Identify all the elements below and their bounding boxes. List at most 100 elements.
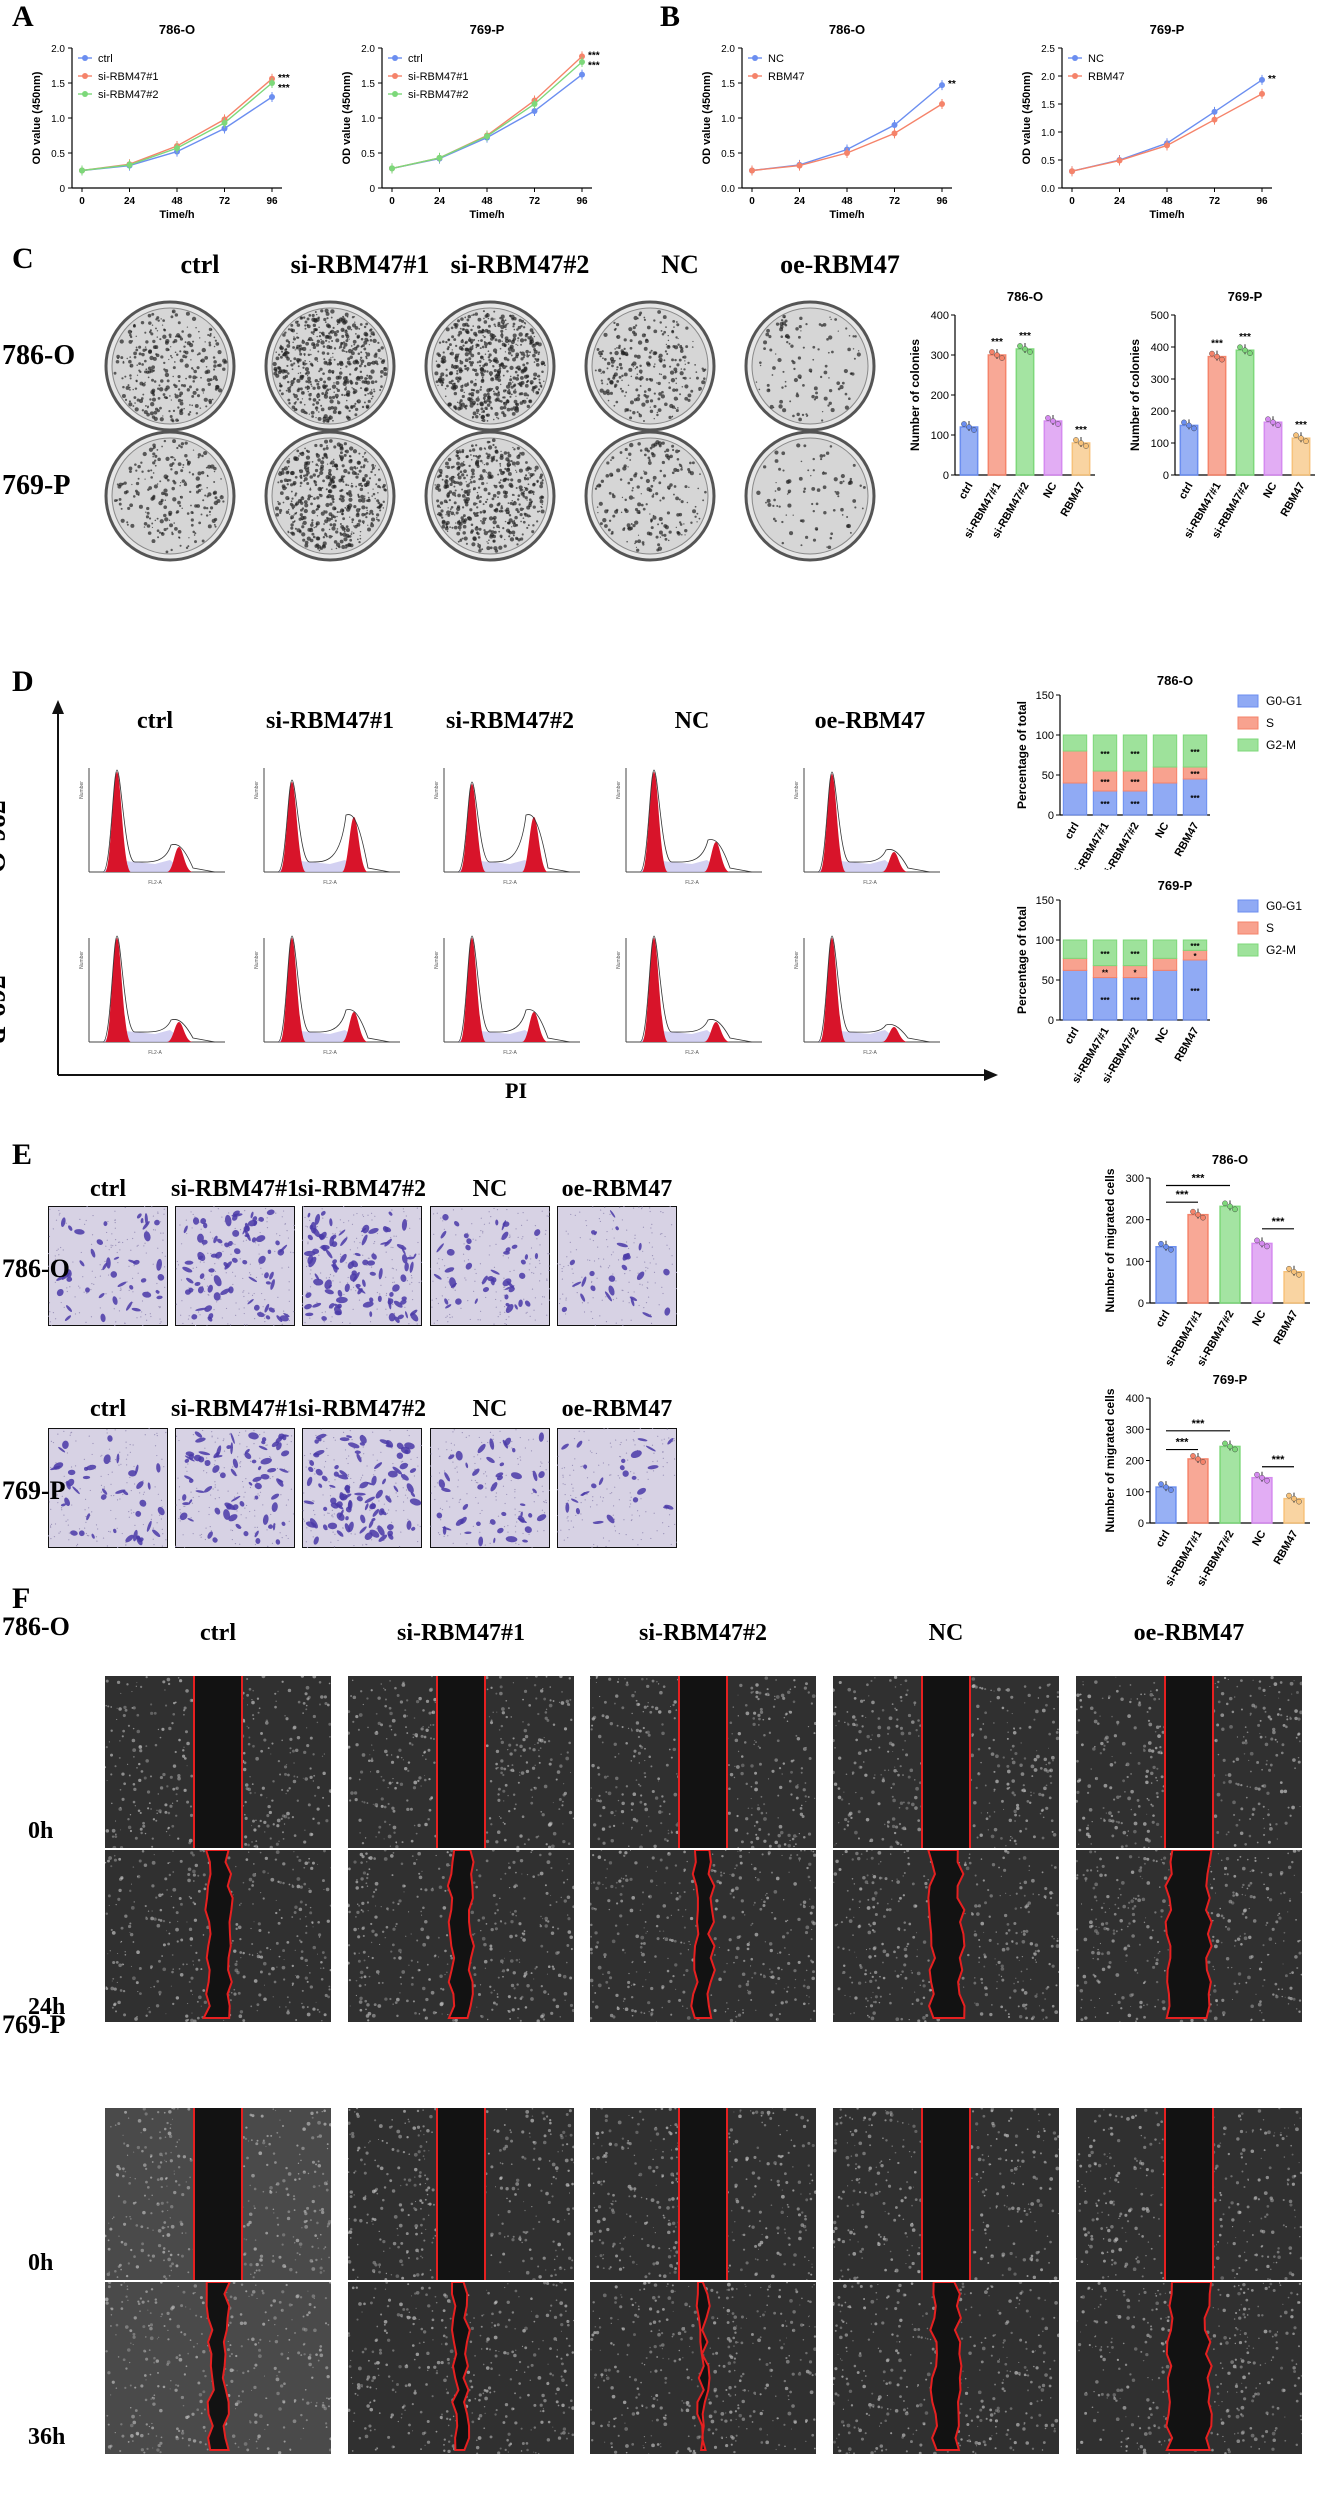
data-point bbox=[1259, 76, 1265, 83]
time-label-786-24h: 24h bbox=[28, 1994, 66, 2020]
wound-image-786-0h-0 bbox=[105, 1676, 331, 1848]
replicate-dot bbox=[1259, 1474, 1265, 1481]
x-tick-label: NC bbox=[1153, 820, 1171, 840]
colony-dish-c-786o-0 bbox=[104, 300, 236, 432]
replicate-dot bbox=[1073, 437, 1079, 443]
replicate-dot bbox=[1286, 1265, 1292, 1272]
wound-image-786-0h-1 bbox=[348, 1676, 574, 1848]
legend-label: RBM47 bbox=[1088, 71, 1125, 83]
x-tick-label: RBM47 bbox=[1279, 481, 1308, 519]
row-label-d-769p: 769-P bbox=[0, 975, 10, 1044]
column-head-f-3: NC bbox=[928, 1620, 964, 1646]
y-tick-label: 100 bbox=[1126, 1487, 1144, 1499]
column-head-e-769p-0: ctrl bbox=[90, 1396, 126, 1422]
significance-stars: *** bbox=[1130, 996, 1140, 1005]
replicate-dot bbox=[1259, 1240, 1265, 1247]
transwell-image-786o-4 bbox=[557, 1206, 677, 1326]
legend-label: NC bbox=[1088, 53, 1104, 65]
replicate-dot bbox=[1022, 346, 1028, 352]
chart-c-769p: 769-P 0 100 200 300 400 500 Number of colonies c… bbox=[1128, 289, 1315, 541]
column-head-e-769p-3: NC bbox=[472, 1396, 508, 1422]
legend-label: ctrl bbox=[408, 53, 423, 65]
replicate-dot bbox=[1050, 418, 1056, 424]
x-tick-label: 0 bbox=[79, 196, 85, 207]
wound-image-769-0h-3 bbox=[833, 2108, 1059, 2280]
colony-dish-c-769p-3 bbox=[584, 430, 716, 562]
y-tick-label: 0.0 bbox=[1041, 184, 1055, 195]
y-tick-label: 150 bbox=[1036, 895, 1054, 907]
row-label-e-786o: 786-O bbox=[2, 1254, 70, 1283]
x-axis-label: Time/h bbox=[1149, 209, 1185, 221]
significance-stars: *** bbox=[278, 83, 290, 94]
column-head-e-786o-2: si-RBM47#2 bbox=[298, 1176, 426, 1202]
data-point bbox=[1069, 168, 1075, 175]
significance-stars: *** bbox=[1190, 987, 1200, 996]
x-tick-label: RBM47 bbox=[1272, 1529, 1301, 1567]
panel-label-f: F bbox=[12, 1582, 31, 1615]
y-tick-label: 50 bbox=[1042, 975, 1054, 987]
transwell-image-786o-1 bbox=[175, 1206, 295, 1326]
time-label-769-36h: 36h bbox=[28, 2424, 66, 2450]
stack-segment bbox=[1152, 782, 1178, 816]
bar-3 bbox=[1043, 420, 1063, 476]
y-tick-label: 100 bbox=[1151, 438, 1169, 450]
bar-2 bbox=[1015, 348, 1035, 476]
data-point bbox=[579, 71, 585, 78]
y-tick-label: 0.5 bbox=[1041, 156, 1055, 167]
x-tick-label: 24 bbox=[794, 196, 806, 207]
x-tick-label: NC bbox=[1153, 1025, 1171, 1045]
flow-histogram-786o-2: Number FL2-A bbox=[434, 768, 580, 886]
transwell-image-769p-2 bbox=[302, 1428, 422, 1548]
replicate-dot bbox=[961, 421, 967, 427]
significance-stars: *** bbox=[1100, 996, 1110, 1005]
significance-stars: *** bbox=[1190, 770, 1200, 779]
y-axis-label: OD value (450nm) bbox=[31, 71, 43, 164]
replicate-dot bbox=[1237, 344, 1243, 350]
y-tick-label: 2.5 bbox=[1041, 44, 1055, 55]
stack-segment bbox=[1152, 734, 1178, 768]
y-tick-label: 0.5 bbox=[361, 149, 375, 160]
stack-segment bbox=[1062, 957, 1088, 971]
transwell-image-786o-3 bbox=[430, 1206, 550, 1326]
data-point bbox=[1211, 108, 1218, 115]
column-head-f-1: si-RBM47#1 bbox=[397, 1620, 525, 1646]
x-tick-label: 24 bbox=[124, 196, 136, 207]
replicate-dot bbox=[1163, 1243, 1169, 1250]
wound-image-769-36h-0 bbox=[105, 2282, 331, 2454]
replicate-dot bbox=[1200, 1459, 1206, 1465]
svg-text:FL2-A: FL2-A bbox=[148, 1050, 162, 1056]
svg-text:Number: Number bbox=[616, 951, 622, 969]
replicate-dot bbox=[1214, 353, 1220, 360]
flow-histogram-786o-4: Number FL2-A bbox=[794, 768, 940, 886]
panel-label-c: C bbox=[12, 242, 34, 275]
x-tick-label: 48 bbox=[481, 196, 493, 207]
data-point bbox=[389, 165, 395, 172]
stack-segment bbox=[1062, 734, 1088, 752]
significance-stars: *** bbox=[1190, 942, 1200, 951]
stack-segment bbox=[1182, 734, 1208, 768]
replicate-dot bbox=[1296, 1271, 1302, 1278]
y-tick-label: 2.0 bbox=[1041, 72, 1055, 83]
row-label-c-769p: 769-P bbox=[2, 470, 71, 501]
legend-label: si-RBM47#2 bbox=[98, 89, 159, 101]
data-point bbox=[436, 154, 443, 161]
replicate-dot bbox=[1222, 1200, 1228, 1207]
legend-marker bbox=[752, 73, 758, 79]
data-point bbox=[126, 161, 133, 168]
chart-title: 769-P bbox=[1228, 289, 1263, 304]
transwell-image-769p-1 bbox=[175, 1428, 295, 1548]
replicate-dot bbox=[1227, 1203, 1233, 1210]
column-head-d-3: NC bbox=[674, 708, 710, 734]
x-tick-label: 72 bbox=[889, 196, 901, 207]
y-tick-label: 0 bbox=[1048, 810, 1054, 822]
flow-axis-label-pi: PI bbox=[505, 1078, 527, 1103]
column-head-e-769p-2: si-RBM47#2 bbox=[298, 1396, 426, 1422]
y-tick-label: 1.5 bbox=[361, 79, 375, 90]
wound-image-786-24h-1 bbox=[348, 1850, 574, 2022]
x-tick-label: 48 bbox=[841, 196, 853, 207]
chart-title: 769-P bbox=[470, 22, 505, 37]
y-tick-label: 200 bbox=[1126, 1215, 1144, 1227]
replicate-dot bbox=[1181, 419, 1187, 426]
replicate-dot bbox=[1242, 347, 1248, 353]
wound-image-786-24h-2 bbox=[590, 1850, 816, 2022]
